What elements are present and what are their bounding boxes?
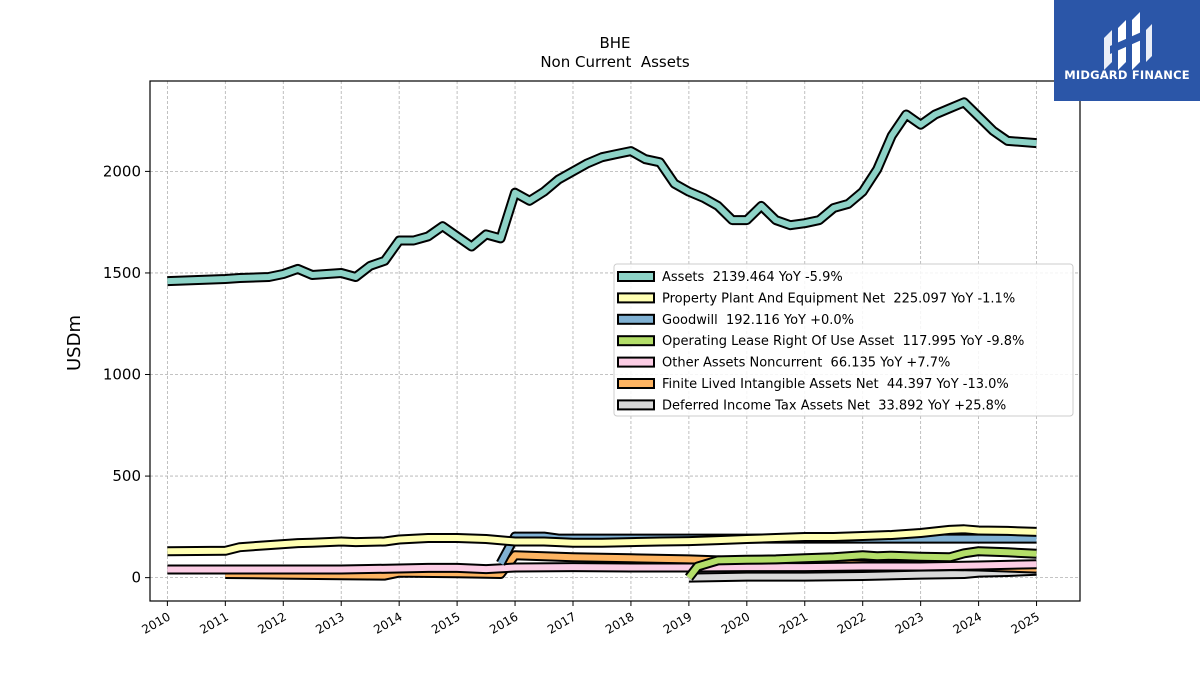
x-tick-label: 2025 [1009, 609, 1042, 636]
legend-label: Deferred Income Tax Assets Net 33.892 Yo… [662, 398, 1006, 413]
series-line [167, 526, 1037, 555]
x-tick-label: 2024 [951, 609, 984, 636]
legend-swatch [617, 399, 655, 411]
x-tick-label: 2022 [835, 609, 868, 636]
legend-label: Operating Lease Right Of Use Asset 117.9… [662, 334, 1024, 349]
legend-swatch [617, 292, 655, 304]
legend-swatch [617, 313, 655, 325]
series-line [167, 561, 1037, 573]
legend-entry: Operating Lease Right Of Use Asset 117.9… [617, 334, 1024, 349]
y-tick-label: 1500 [103, 264, 141, 282]
legend-entry: Goodwill 192.116 YoY +0.0% [617, 313, 854, 328]
x-tick-label: 2017 [545, 609, 578, 636]
x-tick-label: 2011 [197, 609, 230, 636]
legend-box [613, 263, 1074, 417]
legend-label: Assets 2139.464 YoY -5.9% [662, 270, 843, 285]
x-tick-label: 2018 [603, 609, 636, 636]
chart-title: BHE [599, 34, 630, 52]
series-lines [167, 97, 1037, 583]
series-line-outline [167, 97, 1037, 287]
y-tick-label: 1000 [103, 366, 141, 384]
legend-label: Finite Lived Intangible Assets Net 44.39… [662, 377, 1009, 392]
y-tick-label: 2000 [103, 162, 141, 180]
legend-swatch [617, 356, 655, 368]
y-axis-label: USDm [64, 315, 85, 371]
legend-entry: Assets 2139.464 YoY -5.9% [617, 270, 843, 285]
legend-entry: Finite Lived Intangible Assets Net 44.39… [617, 377, 1009, 392]
legend-swatch [617, 335, 655, 347]
x-tick-label: 2016 [487, 609, 520, 636]
series-property-plant-and-equipment-net [167, 524, 1037, 557]
series-line [167, 99, 1037, 285]
y-tick-label: 500 [112, 467, 141, 485]
series-other-assets-noncurrent [167, 559, 1037, 575]
y-tick-label: 0 [131, 569, 141, 587]
legend-swatch [617, 378, 655, 389]
x-tick-label: 2023 [893, 609, 926, 636]
series-line [686, 548, 1037, 580]
brand-logo: MIDGARD FINANCE [1054, 0, 1200, 101]
chart-subtitle: Non Current Assets [540, 53, 690, 71]
legend-label: Other Assets Noncurrent 66.135 YoY +7.7% [662, 356, 950, 371]
series-assets [167, 97, 1037, 287]
x-tick-label: 2020 [719, 609, 752, 636]
legend: Assets 2139.464 YoY -5.9% Property Plant … [613, 263, 1074, 417]
x-tick-label: 2013 [313, 609, 346, 636]
x-tick-label: 2019 [661, 609, 694, 636]
x-tick-label: 2010 [139, 609, 172, 636]
logo-text: MIDGARD FINANCE [1064, 68, 1190, 82]
x-tick-label: 2014 [371, 609, 404, 636]
legend-label: Goodwill 192.116 YoY +0.0% [662, 313, 854, 328]
legend-entry: Deferred Income Tax Assets Net 33.892 Yo… [617, 398, 1006, 413]
logo-mark-icon [1104, 12, 1152, 70]
legend-label: Property Plant And Equipment Net 225.097… [662, 291, 1015, 306]
plot-frame [149, 80, 1081, 602]
legend-entry: Property Plant And Equipment Net 225.097… [617, 291, 1015, 306]
series-operating-lease-right-of-use-asset [684, 546, 1037, 581]
x-tick-label: 2021 [777, 609, 810, 636]
x-tick-label: 2012 [255, 609, 288, 636]
x-tick-label: 2015 [429, 609, 462, 636]
legend-entry: Other Assets Noncurrent 66.135 YoY +7.7% [617, 356, 950, 371]
legend-swatch [617, 271, 655, 282]
